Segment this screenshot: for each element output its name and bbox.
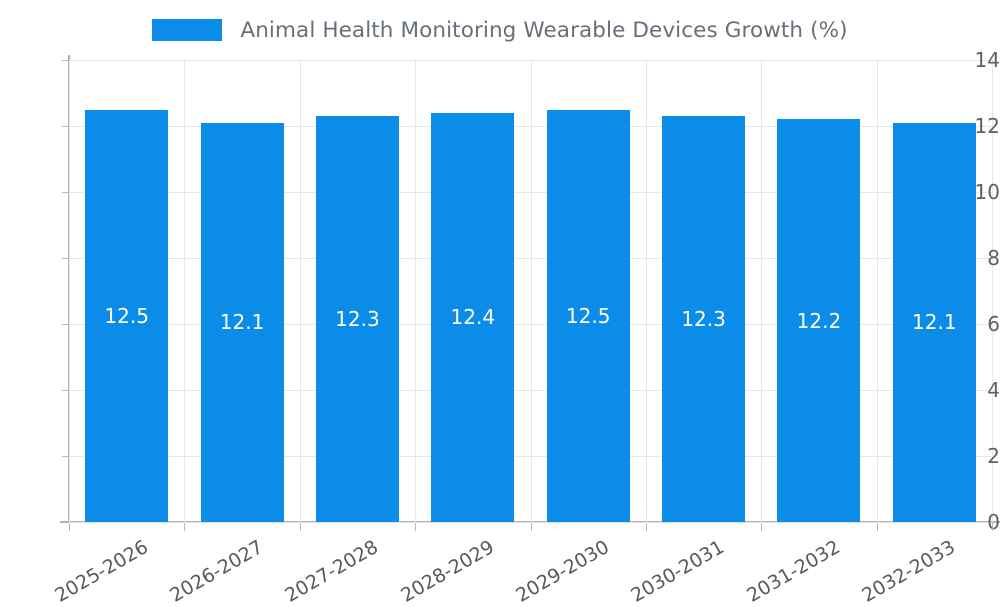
legend-color-swatch-icon — [152, 19, 223, 41]
x-gridline — [299, 60, 301, 522]
bar[interactable]: 12.3 — [662, 116, 746, 522]
y-axis-tick-mark — [62, 324, 69, 325]
y-axis-tick-label: 8 — [987, 246, 1000, 270]
x-axis-tick-label: 2025-2026 — [50, 536, 152, 607]
y-axis-tick-label: 14 — [974, 48, 1000, 72]
y-axis-tick-mark — [62, 126, 69, 127]
bar-value-label: 12.2 — [796, 308, 842, 333]
bar-value-label: 12.3 — [681, 307, 726, 332]
bar-value-label: 12.5 — [565, 303, 611, 328]
y-axis-tick-label: 10 — [974, 180, 1000, 204]
x-axis-tick-label: 2030-2031 — [627, 536, 729, 607]
y-axis-tick-label: 12 — [974, 114, 1000, 138]
y-gridline — [69, 522, 992, 523]
x-axis-tick-mark — [415, 523, 417, 531]
y-axis-tick-mark — [62, 390, 69, 391]
y-axis-tick-mark — [62, 456, 69, 457]
bar[interactable]: 12.2 — [777, 119, 861, 522]
x-axis-tick-mark — [184, 523, 186, 531]
bar-value-label: 12.1 — [219, 310, 265, 335]
bar[interactable]: 12.3 — [315, 116, 399, 522]
x-gridline — [184, 60, 186, 522]
x-gridline — [530, 60, 532, 522]
x-axis-tick-mark — [299, 523, 301, 531]
x-gridline — [761, 60, 763, 522]
x-axis-tick-mark — [761, 523, 763, 531]
x-axis-tick-mark — [876, 523, 878, 531]
y-axis-tick-mark — [62, 258, 69, 259]
bar[interactable]: 12.5 — [85, 109, 169, 522]
x-axis-tick-label: 2031-2032 — [743, 536, 844, 607]
x-gridline — [992, 60, 993, 522]
legend-item-animal-health-growth[interactable]: Animal Health Monitoring Wearable Device… — [152, 18, 847, 43]
y-axis-tick-label: 2 — [987, 444, 1000, 468]
x-axis-tick-mark — [530, 523, 532, 531]
bar[interactable]: 12.4 — [431, 112, 515, 522]
chart-legend: Animal Health Monitoring Wearable Device… — [0, 10, 1000, 50]
bar-value-label: 12.3 — [335, 307, 380, 332]
x-axis-tick-label: 2026-2027 — [166, 536, 267, 607]
plot-area: 12.5 12.1 12.3 12.4 12.5 12.3 12.2 12.1 — [69, 60, 993, 523]
x-axis-tick-label: 2028-2029 — [396, 536, 498, 607]
x-axis-tick-mark — [645, 523, 647, 531]
bar-value-label: 12.4 — [450, 305, 496, 330]
x-gridline — [415, 60, 417, 522]
bar[interactable]: 12.1 — [200, 122, 284, 522]
x-axis-tick-label: 2032-2033 — [858, 536, 960, 607]
y-axis-tick-mark — [62, 192, 69, 193]
x-axis-tick-label: 2029-2030 — [512, 536, 614, 607]
bar-value-label: 12.1 — [912, 310, 957, 335]
x-axis-tick-label: 2027-2028 — [281, 536, 383, 607]
x-gridline — [69, 60, 70, 522]
y-axis-tick-mark — [62, 60, 69, 61]
bar-value-label: 12.5 — [104, 303, 149, 328]
legend-label: Animal Health Monitoring Wearable Device… — [240, 17, 848, 43]
x-gridline — [876, 60, 878, 522]
x-gridline — [645, 60, 647, 522]
y-axis-tick-mark — [62, 522, 69, 523]
x-axis-tick-mark — [992, 523, 993, 531]
y-axis-tick-label: 0 — [987, 510, 1000, 534]
y-axis-tick-label: 4 — [987, 378, 1000, 402]
bar[interactable]: 12.5 — [546, 109, 630, 522]
bar[interactable]: 12.1 — [892, 122, 976, 522]
x-axis-tick-mark — [69, 523, 70, 531]
y-axis-tick-label: 6 — [987, 312, 1000, 336]
